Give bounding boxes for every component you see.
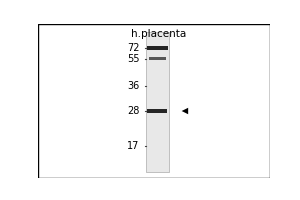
Text: 17: 17 bbox=[128, 141, 140, 151]
Bar bbox=[146, 32, 169, 172]
Polygon shape bbox=[182, 108, 188, 114]
Bar bbox=[148, 57, 166, 60]
Text: 55: 55 bbox=[127, 54, 140, 64]
Text: 36: 36 bbox=[128, 81, 140, 91]
FancyBboxPatch shape bbox=[38, 24, 270, 178]
Text: 28: 28 bbox=[128, 106, 140, 116]
Text: 72: 72 bbox=[127, 43, 140, 53]
Bar bbox=[147, 46, 168, 50]
Text: h.placenta: h.placenta bbox=[131, 29, 186, 39]
Bar bbox=[147, 109, 167, 113]
